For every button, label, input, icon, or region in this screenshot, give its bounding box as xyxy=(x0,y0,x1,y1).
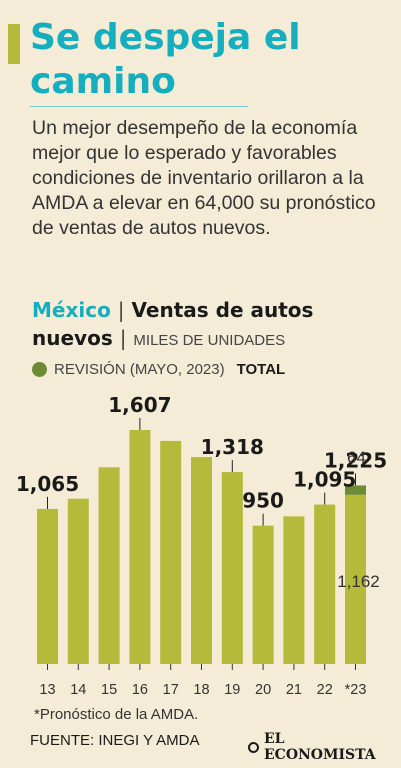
x-tick-label: 22 xyxy=(317,682,333,698)
bar xyxy=(283,516,305,664)
country-label: México xyxy=(32,298,111,322)
summary-text: Un mejor desempeño de la economía mejor … xyxy=(32,117,376,239)
bar xyxy=(191,457,212,664)
x-tick-label: 18 xyxy=(193,682,209,698)
data-label: 1,065 xyxy=(16,472,79,496)
brand-logo: EL ECONOMISTA xyxy=(248,731,401,763)
bar xyxy=(221,472,243,664)
x-tick-label: 13 xyxy=(39,682,55,698)
data-label: 1,607 xyxy=(108,393,171,417)
page-title: Se despeja el camino xyxy=(30,17,301,102)
brand-name: EL ECONOMISTA xyxy=(264,731,376,763)
x-tick-label: 17 xyxy=(163,682,179,698)
brand-logo-icon xyxy=(248,741,259,753)
heading-separator: | xyxy=(117,298,125,322)
chart-legend: REVISIÓN (MAYO, 2023) TOTAL xyxy=(32,358,285,380)
legend-revision-swatch xyxy=(32,361,47,377)
base-value-label: 1,162 xyxy=(337,572,380,591)
x-tick-label: 21 xyxy=(286,682,302,698)
legend-revision-label: REVISIÓN (MAYO, 2023) xyxy=(54,360,225,378)
chart-heading: México | Ventas de autos nuevos | MILES … xyxy=(32,296,392,355)
x-tick-label: 14 xyxy=(70,682,86,698)
bar xyxy=(37,508,58,664)
bar xyxy=(98,467,120,664)
source-note: FUENTE: INEGI Y AMDA xyxy=(30,732,200,749)
bar xyxy=(129,430,151,664)
data-label: 950 xyxy=(242,489,284,513)
heading-separator: | xyxy=(119,326,127,350)
title-accent-bar xyxy=(8,24,20,64)
x-tick-label: 20 xyxy=(255,682,271,698)
x-tick-label: 16 xyxy=(132,682,148,698)
bar xyxy=(314,504,336,664)
revision-value-label: 64 xyxy=(347,448,366,467)
data-label: 1,095 xyxy=(293,468,356,492)
sales-bar-chart: 13 14 15 16 17 18 19 20 21 22 *23 1,065 1,607 1,318 95… xyxy=(16,393,387,698)
topic-label: Ventas de autos nuevos xyxy=(32,298,314,350)
x-tick-label: 15 xyxy=(101,682,117,698)
x-tick-label: *23 xyxy=(345,682,367,698)
bar-revision-segment xyxy=(345,485,366,495)
forecast-footnote: *Pronóstico de la AMDA. xyxy=(34,706,199,723)
bar xyxy=(252,525,274,664)
x-tick-label: 19 xyxy=(224,682,240,698)
bar xyxy=(160,440,182,664)
data-label: 1,318 xyxy=(201,435,264,459)
bar xyxy=(345,494,366,664)
data-label: 1,225 xyxy=(324,448,387,472)
legend-total-label: TOTAL xyxy=(236,360,286,378)
units-label: MILES DE UNIDADES xyxy=(133,332,286,349)
title-divider xyxy=(30,106,248,107)
bar xyxy=(67,498,89,664)
